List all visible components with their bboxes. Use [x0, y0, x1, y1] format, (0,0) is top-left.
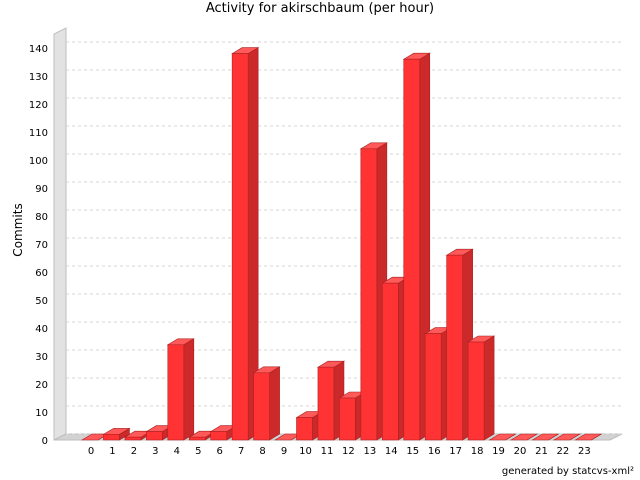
bar-top	[552, 433, 581, 441]
x-tick-label: 13	[363, 446, 376, 457]
y-tick-label: 100	[29, 156, 48, 167]
x-tick-label: 1	[109, 446, 115, 457]
bar	[253, 372, 270, 441]
x-tick-label: 23	[578, 446, 591, 457]
x-tick-label: 4	[174, 446, 180, 457]
bar	[424, 333, 442, 441]
bar	[167, 344, 185, 441]
x-tick-label: 6	[217, 446, 223, 457]
bar-top	[531, 433, 560, 441]
y-tick-label: 50	[35, 296, 48, 307]
bar	[210, 431, 227, 441]
bar	[231, 53, 249, 441]
y-tick-label: 90	[35, 184, 48, 195]
generated-by-footer: generated by statcvs-xml²	[502, 466, 634, 477]
bar	[103, 434, 120, 441]
x-tick-label: 3	[152, 446, 158, 457]
bar	[146, 431, 163, 441]
x-tick-label: 15	[406, 446, 419, 457]
bar	[467, 341, 485, 441]
x-tick-label: 17	[449, 446, 462, 457]
bar-side	[269, 366, 280, 441]
y-tick-label: 70	[35, 240, 48, 251]
y-axis-label: Commits	[11, 203, 25, 256]
x-tick-label: 8	[259, 446, 265, 457]
x-tick-label: 5	[195, 446, 201, 457]
left-wall	[53, 27, 67, 441]
x-tick-label: 11	[321, 446, 334, 457]
y-tick-label: 60	[35, 268, 48, 279]
chart-title: Activity for akirschbaum (per hour)	[206, 1, 434, 16]
x-tick-label: 20	[514, 446, 527, 457]
x-tick-label: 9	[281, 446, 287, 457]
y-tick-label: 30	[35, 352, 48, 363]
x-tick-label: 14	[385, 446, 398, 457]
y-tick-label: 80	[35, 212, 48, 223]
bar	[446, 254, 463, 441]
bar	[188, 436, 206, 441]
y-tick-label: 10	[35, 408, 48, 419]
y-tick-label: 40	[35, 324, 48, 335]
y-tick-label: 0	[42, 436, 48, 447]
bar	[124, 436, 142, 441]
x-tick-label: 2	[131, 446, 137, 457]
bar	[296, 417, 313, 441]
x-tick-label: 18	[471, 446, 484, 457]
bar	[317, 366, 335, 441]
bar	[339, 397, 356, 441]
y-tick-label: 110	[29, 128, 48, 139]
bar-top	[488, 433, 517, 441]
bar	[360, 148, 378, 441]
bar	[403, 58, 421, 441]
bar-top	[509, 433, 539, 441]
y-tick-label: 140	[29, 44, 48, 55]
x-tick-label: 7	[238, 446, 244, 457]
y-tick-label: 120	[29, 100, 48, 111]
y-tick-label: 20	[35, 380, 48, 391]
x-tick-label: 19	[492, 446, 505, 457]
bar-top	[574, 433, 603, 441]
y-tick-label: 130	[29, 72, 48, 83]
bar-side	[183, 338, 195, 441]
x-tick-label: 12	[342, 446, 355, 457]
bar-side	[483, 335, 495, 441]
bar	[381, 282, 399, 441]
x-tick-label: 22	[557, 446, 570, 457]
x-tick-label: 10	[299, 446, 312, 457]
x-tick-label: 16	[428, 446, 441, 457]
x-tick-label: 21	[535, 446, 548, 457]
x-tick-label: 0	[88, 446, 94, 457]
